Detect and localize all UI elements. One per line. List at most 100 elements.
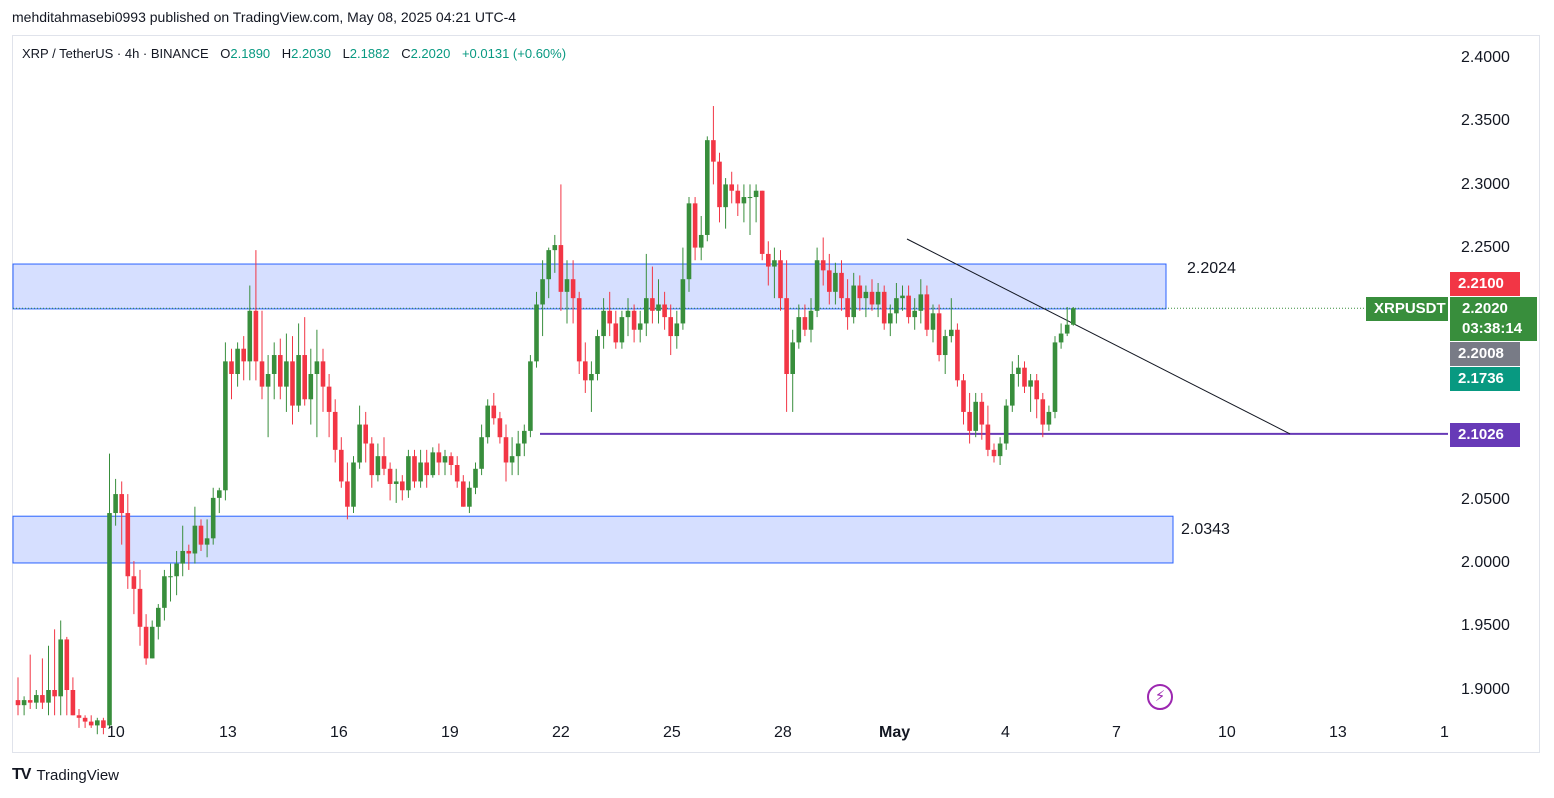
candle-body: [827, 270, 832, 292]
candle-body: [741, 197, 747, 204]
candle-body: [851, 285, 856, 318]
time-label[interactable]: 10: [107, 724, 125, 741]
candle-body: [1028, 380, 1033, 387]
support-price-tag: 2.1026: [1450, 423, 1520, 447]
candle-body: [351, 462, 356, 507]
candle-body: [217, 490, 222, 498]
time-label[interactable]: 4: [1001, 724, 1010, 741]
candle-body: [522, 430, 527, 444]
candle-body: [528, 361, 533, 431]
candle-body: [814, 260, 820, 311]
time-label[interactable]: 1: [1440, 724, 1449, 741]
candle-body: [296, 355, 301, 406]
candle-body: [1040, 399, 1046, 425]
candle-body: [339, 449, 344, 482]
candle-body: [711, 140, 716, 162]
candle-body: [76, 715, 82, 718]
symbol-tag: XRPUSDT: [1366, 297, 1448, 321]
candle-body: [753, 190, 759, 198]
time-label[interactable]: 13: [1329, 724, 1347, 741]
candle-body: [149, 626, 155, 659]
candle-body: [393, 481, 399, 484]
candle-body: [204, 538, 210, 545]
time-label[interactable]: 28: [774, 724, 792, 741]
legend-symbol[interactable]: XRP / TetherUS · 4h · BINANCE: [22, 46, 209, 61]
legend-open-value: 2.1890: [230, 46, 271, 61]
bar-countdown: 03:38:14: [1462, 320, 1523, 337]
candle-body: [271, 355, 277, 374]
price-label[interactable]: 2.3500: [1461, 112, 1510, 129]
candle-body: [705, 140, 710, 235]
price-label[interactable]: 2.2500: [1461, 239, 1510, 256]
candle-body: [1010, 374, 1015, 406]
lightning-icon[interactable]: ⚡: [1147, 684, 1173, 710]
candle-body: [143, 626, 149, 659]
price-label[interactable]: 1.9000: [1461, 681, 1510, 698]
candle-body: [802, 317, 808, 330]
candle-body: [58, 639, 63, 697]
candles-layer: [15, 106, 1076, 735]
candle-body: [967, 411, 972, 431]
symbol-legend: XRP / TetherUS · 4h · BINANCE O2.1890 H2…: [22, 46, 566, 61]
candle-body: [692, 203, 698, 248]
candle-body: [284, 361, 289, 387]
candle-body: [387, 468, 393, 484]
candle-body: [168, 576, 173, 578]
price-label[interactable]: 2.3000: [1461, 176, 1510, 193]
time-label[interactable]: May: [879, 724, 911, 741]
time-label[interactable]: 19: [441, 724, 459, 741]
candle-body: [686, 203, 692, 280]
time-label[interactable]: 25: [663, 724, 681, 741]
zones-layer: [12, 263, 1174, 564]
candle-body: [881, 291, 887, 324]
candle-body: [625, 310, 631, 318]
time-label[interactable]: 10: [1218, 724, 1236, 741]
candle-body: [595, 336, 600, 374]
candle-body: [314, 361, 320, 374]
footer-brand[interactable]: TradingView: [36, 766, 119, 784]
candle-body: [1003, 405, 1009, 444]
candle-body: [119, 494, 124, 514]
time-label[interactable]: 22: [552, 724, 570, 741]
legend-low-label: L: [342, 46, 350, 61]
tradingview-logo-icon[interactable]: TV: [12, 766, 31, 783]
candle-body: [961, 380, 966, 412]
candle-body: [442, 456, 448, 463]
candle-body: [656, 304, 661, 311]
candle-body: [778, 260, 783, 299]
candle-body: [619, 317, 625, 343]
candle-body: [424, 462, 429, 476]
candle-body: [70, 690, 76, 716]
candle-body: [644, 298, 649, 324]
candle-body: [479, 437, 484, 469]
price-label[interactable]: 1.9500: [1461, 617, 1510, 634]
candle-body: [833, 272, 838, 292]
candle-body: [637, 323, 643, 330]
candle-body: [418, 462, 423, 482]
candle-body: [515, 443, 521, 457]
candle-body: [107, 513, 112, 726]
candle-body: [589, 374, 594, 381]
candle-body: [820, 260, 826, 271]
lines-layer: [13, 238, 1448, 435]
time-label[interactable]: 7: [1112, 724, 1121, 741]
candle-body: [552, 245, 558, 251]
candle-body: [790, 342, 795, 374]
price-label[interactable]: 2.0000: [1461, 554, 1510, 571]
candle-body: [729, 184, 734, 191]
price-label[interactable]: 2.4000: [1461, 49, 1510, 66]
candle-body: [241, 348, 246, 362]
candle-body: [412, 456, 417, 482]
last-price-tag: 2.2020 03:38:14: [1450, 297, 1537, 341]
candle-body: [454, 465, 460, 482]
candle-body: [997, 443, 1003, 457]
time-label[interactable]: 13: [219, 724, 237, 741]
legend-close-value: 2.2020: [410, 46, 451, 61]
time-label[interactable]: 16: [330, 724, 348, 741]
candle-body: [845, 298, 850, 318]
candle-body: [101, 720, 106, 728]
price-label[interactable]: 2.0500: [1461, 491, 1510, 508]
candle-body: [375, 456, 381, 476]
candle-body: [27, 700, 33, 703]
